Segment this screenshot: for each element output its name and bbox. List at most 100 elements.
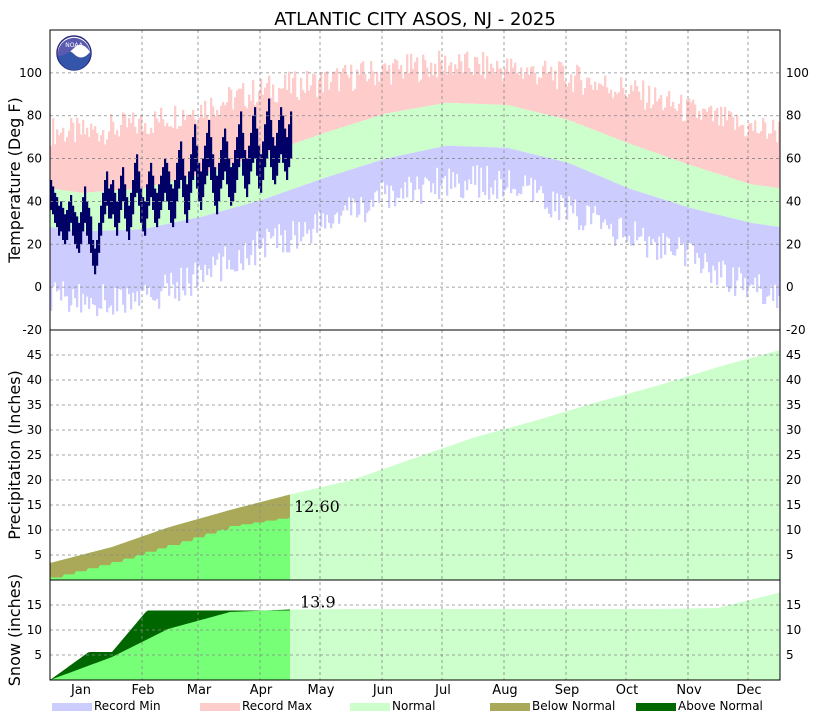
observed-temp-bar bbox=[62, 207, 65, 240]
observed-temp-bar bbox=[142, 197, 145, 232]
legend-swatch bbox=[350, 703, 390, 711]
observed-temp-bar bbox=[162, 167, 165, 202]
observed-temp-bar bbox=[266, 111, 269, 159]
observed-temp-bar bbox=[242, 132, 245, 176]
observed-temp-bar bbox=[200, 171, 203, 210]
temp-tick-label-left: 100 bbox=[19, 66, 42, 80]
temp-tick-label-right: 100 bbox=[786, 66, 809, 80]
month-label: Sep bbox=[555, 683, 580, 698]
precip-tick-label-right: 35 bbox=[786, 398, 801, 412]
observed-temp-bar bbox=[58, 205, 61, 236]
month-label: Nov bbox=[676, 683, 702, 698]
temp-tick-label-right: 80 bbox=[786, 109, 801, 123]
observed-temp-bar bbox=[246, 158, 249, 198]
logo-text: NOAA bbox=[65, 42, 83, 49]
legend: Record Min Record Max Normal Below Normal Ab… bbox=[52, 699, 763, 713]
observed-temp-bar bbox=[202, 158, 205, 198]
observed-temp-bar bbox=[262, 141, 265, 180]
observed-snow-area bbox=[50, 610, 290, 680]
observed-temp-bar bbox=[176, 162, 179, 202]
observed-temp-bar bbox=[70, 195, 73, 223]
observed-temp-bar bbox=[154, 188, 157, 223]
temp-tick-label-right: 20 bbox=[786, 237, 801, 251]
chart-title: ATLANTIC CITY ASOS, NJ - 2025 bbox=[274, 9, 556, 30]
legend-swatch bbox=[52, 703, 92, 711]
observed-temp-bar bbox=[106, 171, 109, 206]
observed-temp-bar bbox=[102, 192, 105, 223]
legend-swatch bbox=[490, 703, 530, 711]
noaa-logo: NOAA bbox=[56, 35, 92, 71]
observed-temp-bar bbox=[288, 124, 291, 168]
precip-tick-label-right: 10 bbox=[786, 523, 801, 537]
month-label: Dec bbox=[736, 683, 761, 698]
precip-tick-label-left: 35 bbox=[27, 398, 42, 412]
observed-temp-bar bbox=[206, 132, 209, 176]
observed-temp-bar bbox=[238, 124, 241, 168]
precip-tick-label-right: 45 bbox=[786, 348, 801, 362]
observed-temp-bar bbox=[148, 171, 151, 206]
observed-temp-bar bbox=[216, 175, 219, 215]
observed-temp-bar bbox=[186, 184, 189, 223]
logo-top bbox=[57, 37, 90, 56]
observed-temp-bar bbox=[192, 137, 195, 180]
legend-label: Record Min bbox=[94, 699, 161, 713]
observed-temp-bar bbox=[220, 150, 223, 189]
observed-temp-bar bbox=[80, 212, 83, 245]
observed-temp-bar bbox=[152, 175, 155, 210]
record-max-band bbox=[50, 50, 781, 193]
observed-temp-bar bbox=[78, 222, 81, 253]
observed-temp-bar bbox=[228, 158, 231, 198]
observed-temp-bar bbox=[258, 145, 261, 189]
observed-temp-bar bbox=[230, 167, 233, 206]
observed-temp-bar bbox=[86, 201, 89, 236]
observed-temp-bar bbox=[210, 137, 213, 180]
precip-tick-label-right: 40 bbox=[786, 373, 801, 387]
observed-temp-bar bbox=[268, 98, 271, 150]
observed-temp-bar bbox=[208, 120, 211, 168]
observed-temp-bar bbox=[138, 171, 141, 206]
observed-temp-bar bbox=[116, 201, 119, 236]
month-label: Apr bbox=[250, 683, 273, 698]
observed-temp-bar bbox=[204, 145, 207, 185]
precip-tick-label-left: 40 bbox=[27, 373, 42, 387]
observed-temp-bar bbox=[234, 150, 237, 193]
observed-temp-bar bbox=[160, 175, 163, 210]
observed-temp-bar bbox=[94, 248, 97, 275]
observed-temp-bar bbox=[76, 216, 79, 249]
observed-temp-bar bbox=[170, 184, 173, 223]
precip-tick-label-right: 15 bbox=[786, 498, 801, 512]
observed-temp-bar bbox=[128, 205, 131, 240]
logo-wave bbox=[58, 50, 91, 71]
observed-temp-bar bbox=[264, 124, 267, 168]
observed-temp-bar bbox=[56, 197, 59, 228]
observed-temp-bar bbox=[194, 124, 197, 172]
precip-tick-label-right: 30 bbox=[786, 423, 801, 437]
observed-temp-bar bbox=[190, 154, 193, 193]
precipitation-panel: 12.60 bbox=[50, 350, 780, 580]
observed-temp-bar bbox=[256, 128, 259, 176]
observed-temp-bar bbox=[134, 162, 137, 198]
observed-temp-bar bbox=[132, 180, 135, 215]
month-label: Mar bbox=[187, 683, 212, 698]
month-label: Jun bbox=[372, 683, 393, 698]
snow-tick-label-left: 5 bbox=[34, 648, 42, 662]
observed-temp-bar bbox=[270, 120, 273, 168]
observed-temp-bar bbox=[118, 188, 121, 223]
observed-temp-bar bbox=[278, 120, 281, 163]
observed-temp-bar bbox=[172, 188, 175, 228]
plot-frame bbox=[49, 29, 781, 681]
observed-temp-bar bbox=[276, 132, 279, 176]
snow-tick-label-right: 10 bbox=[786, 623, 801, 637]
snow-tick-label-left: 15 bbox=[27, 598, 42, 612]
month-label: Feb bbox=[131, 683, 154, 698]
temp-tick-label-left: 40 bbox=[27, 194, 42, 208]
precip-total-label: 12.60 bbox=[294, 497, 340, 516]
observed-temp-bar bbox=[60, 201, 63, 232]
precip-tick-label-left: 25 bbox=[27, 448, 42, 462]
observed-temp-bar bbox=[130, 192, 133, 228]
observed-temp-bar bbox=[104, 180, 107, 215]
precip-tick-label-right: 5 bbox=[786, 548, 794, 562]
observed-temp-bar bbox=[224, 128, 227, 172]
temp-tick-label-left: -20 bbox=[22, 323, 42, 337]
